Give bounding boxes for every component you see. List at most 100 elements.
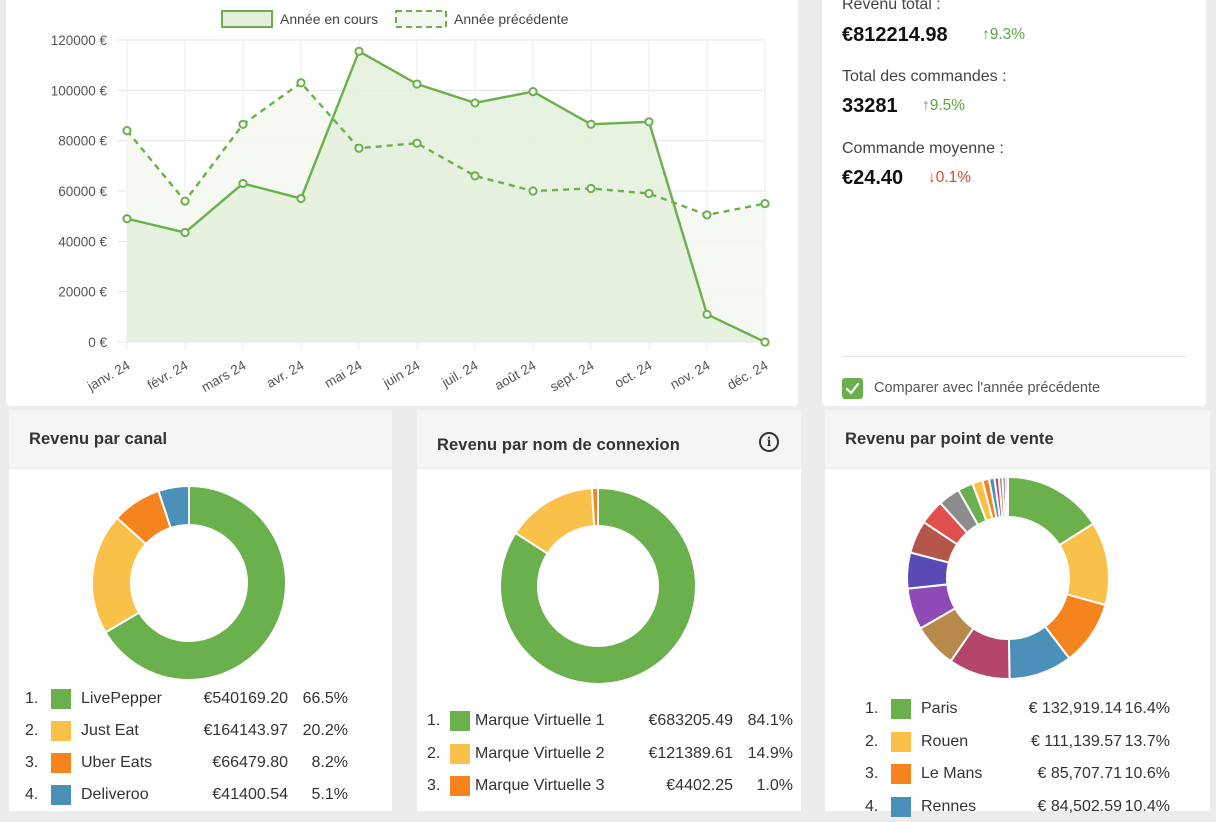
legend-row[interactable]: 3. Le Mans € 85,707.71 10.6% bbox=[825, 759, 1210, 789]
revenue-by-connection-card: Revenu par nom de connexion i 1. Marque V… bbox=[417, 410, 801, 811]
revenue-line-chart: 0 € 20000 € 40000 € 60000 € 80000 € 100000 € 1… bbox=[51, 10, 771, 395]
chart-legend: Année en cours Année précédente bbox=[221, 10, 569, 28]
donut-slice[interactable] bbox=[104, 484, 287, 681]
data-point[interactable] bbox=[760, 198, 770, 209]
card-title: Revenu par point de vente bbox=[845, 430, 1054, 448]
legend-amount: €540169.20 bbox=[203, 690, 288, 707]
donut-slice[interactable] bbox=[1004, 475, 1009, 519]
compare-checkbox-label[interactable]: Comparer avec l'année précédente bbox=[874, 380, 1101, 396]
legend-amount: € 132,919.14 bbox=[1028, 700, 1122, 717]
legend-percent: 5.1% bbox=[311, 786, 348, 803]
legend-color-swatch bbox=[891, 796, 911, 817]
data-point[interactable] bbox=[644, 117, 654, 127]
data-point[interactable] bbox=[586, 183, 596, 194]
x-tick-label: mai 24 bbox=[322, 357, 365, 390]
revenue-by-store-card: Revenu par point de vente 1. Paris € 132,9… bbox=[825, 410, 1210, 817]
legend-rank: 3. bbox=[865, 765, 879, 782]
legend-amount: € 85,707.71 bbox=[1037, 765, 1122, 782]
avg-order-value: €24.40 bbox=[842, 167, 904, 189]
revenue-total-label: Revenu total : bbox=[842, 0, 941, 13]
revenue-chart-card: 0 € 20000 € 40000 € 60000 € 80000 € 100000 € 1… bbox=[6, 0, 798, 406]
data-point[interactable] bbox=[354, 46, 364, 56]
legend-amount: €121389.61 bbox=[648, 744, 733, 762]
x-tick-label: déc. 24 bbox=[725, 357, 771, 392]
legend-row[interactable]: 4. Deliveroo €41400.54 5.1% bbox=[9, 780, 392, 810]
legend-label[interactable]: Année précédente bbox=[454, 11, 569, 27]
data-point[interactable] bbox=[702, 309, 712, 319]
donut-slice[interactable] bbox=[590, 486, 599, 528]
data-point[interactable] bbox=[238, 178, 248, 189]
orders-total-label: Total des commandes : bbox=[842, 68, 1007, 85]
legend-rank: 1. bbox=[427, 712, 441, 729]
legend-rank: 3. bbox=[25, 754, 39, 771]
data-point[interactable] bbox=[296, 193, 306, 204]
series-line bbox=[126, 49, 766, 344]
legend-rank: 2. bbox=[25, 722, 39, 739]
x-tick-label: sept. 24 bbox=[547, 357, 597, 394]
legend-row[interactable]: 1. LivePepper €540169.20 66.5% bbox=[9, 684, 392, 714]
legend-swatch-current[interactable] bbox=[221, 10, 273, 28]
x-tick-label: nov. 24 bbox=[668, 357, 713, 392]
data-point[interactable] bbox=[354, 143, 364, 153]
legend-rank: 2. bbox=[865, 732, 879, 750]
data-point[interactable] bbox=[180, 196, 190, 206]
legend-rank: 2. bbox=[427, 744, 441, 762]
legend-row[interactable]: 1. Marque Virtuelle 1 €683205.49 84.1% bbox=[417, 706, 801, 736]
legend-amount: €164143.97 bbox=[203, 722, 288, 739]
data-point[interactable] bbox=[238, 119, 248, 129]
data-point[interactable] bbox=[412, 79, 422, 89]
legend-row[interactable]: 2. Marque Virtuelle 2 €121389.61 14.9% bbox=[417, 739, 801, 769]
avg-order-trend: ↓0.1% bbox=[928, 169, 971, 187]
data-point[interactable] bbox=[122, 214, 132, 224]
store-donut-chart bbox=[906, 475, 1110, 681]
legend-row[interactable]: 2. Just Eat €164143.97 20.2% bbox=[9, 716, 392, 746]
legend-label[interactable]: Année en cours bbox=[280, 11, 378, 27]
legend-row[interactable]: 1. Paris € 132,919.14 16.4% bbox=[825, 694, 1210, 724]
legend-name: Le Mans bbox=[921, 765, 983, 782]
legend-row[interactable]: 3. Uber Eats €66479.80 8.2% bbox=[9, 748, 392, 778]
legend-row[interactable]: 4. Rennes € 84,502.59 10.4% bbox=[825, 792, 1210, 822]
legend-color-swatch bbox=[51, 753, 71, 773]
y-tick-label: 80000 € bbox=[58, 134, 107, 149]
legend-color-swatch bbox=[51, 785, 71, 805]
x-tick-label: oct. 24 bbox=[612, 357, 655, 390]
info-icon[interactable]: i bbox=[759, 432, 779, 452]
legend-name: LivePepper bbox=[81, 690, 162, 707]
data-point[interactable] bbox=[296, 78, 306, 88]
data-point[interactable] bbox=[528, 86, 538, 97]
x-tick-label: févr. 24 bbox=[145, 357, 191, 392]
data-point[interactable] bbox=[760, 337, 770, 347]
data-point[interactable] bbox=[180, 227, 190, 238]
data-point[interactable] bbox=[470, 171, 480, 181]
y-tick-label: 0 € bbox=[88, 335, 107, 350]
legend-row[interactable]: 2. Rouen € 111,139.57 13.7% bbox=[825, 727, 1210, 757]
donut-slice[interactable] bbox=[157, 484, 190, 530]
y-tick-label: 60000 € bbox=[58, 184, 107, 199]
legend-name: Rouen bbox=[921, 732, 969, 750]
connection-donut-chart bbox=[499, 486, 697, 685]
data-point[interactable] bbox=[644, 188, 654, 199]
compare-checkbox[interactable] bbox=[842, 378, 863, 399]
data-point[interactable] bbox=[122, 126, 132, 136]
legend-rank: 4. bbox=[865, 797, 879, 815]
data-point[interactable] bbox=[470, 98, 480, 108]
data-point[interactable] bbox=[702, 210, 712, 220]
card-header: Revenu par canal bbox=[9, 410, 392, 469]
legend-color-swatch bbox=[891, 731, 911, 752]
avg-trend-value: 0.1% bbox=[935, 169, 972, 186]
legend-percent: 10.4% bbox=[1124, 797, 1170, 815]
legend-percent: 20.2% bbox=[302, 722, 348, 739]
orders-total-trend: ↑9.5% bbox=[922, 97, 965, 115]
data-point[interactable] bbox=[412, 138, 422, 148]
legend-swatch-previous[interactable] bbox=[395, 10, 447, 28]
legend-amount: €4402.25 bbox=[666, 777, 733, 794]
card-title: Revenu par nom de connexion bbox=[437, 436, 680, 454]
legend-percent: 66.5% bbox=[302, 690, 348, 707]
data-point[interactable] bbox=[586, 119, 596, 129]
donut-slice[interactable] bbox=[499, 486, 697, 685]
data-point[interactable] bbox=[528, 186, 538, 196]
legend-name: Marque Virtuelle 2 bbox=[475, 744, 605, 762]
legend-row[interactable]: 3. Marque Virtuelle 3 €4402.25 1.0% bbox=[417, 771, 801, 801]
legend-color-swatch bbox=[450, 743, 470, 764]
x-tick-label: juil. 24 bbox=[438, 357, 481, 390]
